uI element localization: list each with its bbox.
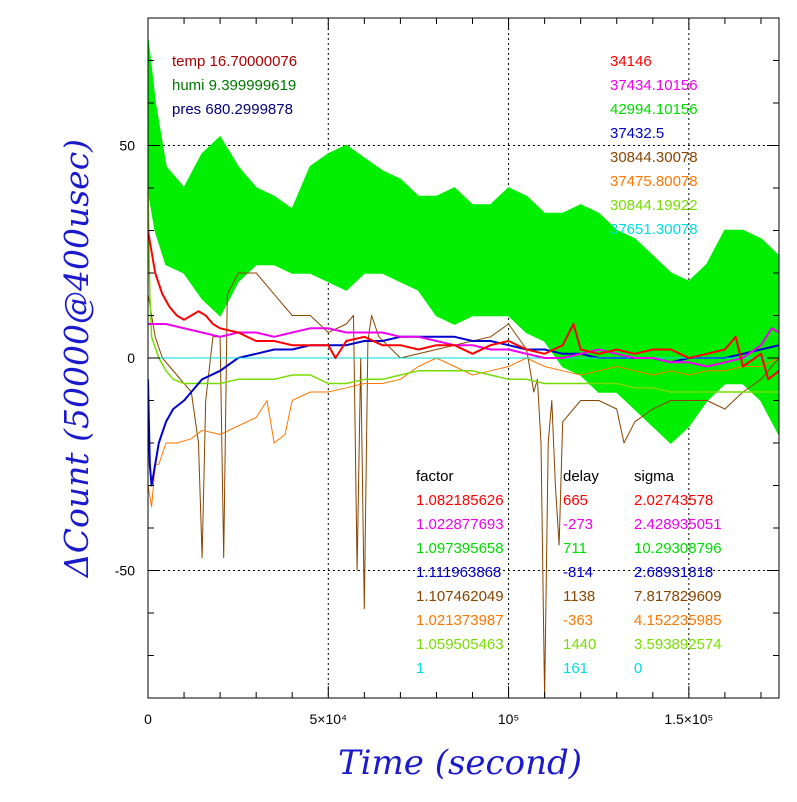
- table-cell-delay: 711: [563, 540, 587, 557]
- table-cell-factor: 1.021373987: [416, 612, 504, 629]
- series-group: [148, 39, 779, 698]
- y-tick-label: -50: [115, 563, 135, 579]
- table-cell-factor: 1.107462049: [416, 588, 504, 605]
- table-cell-sigma: 10.29308796: [634, 540, 722, 557]
- table-cell-delay: -814: [563, 564, 593, 581]
- table-cell-sigma: 2.02743578: [634, 492, 713, 509]
- right-value: 30844.30078: [610, 149, 698, 166]
- table-cell-factor: 1: [416, 660, 424, 677]
- right-value: 37434.10156: [610, 77, 698, 94]
- table-cell-factor: 1.097395658: [416, 540, 504, 557]
- x-tick-label: 0: [144, 711, 152, 727]
- tick-labels: 0 5×10⁴ 10⁵ 1.5×10⁵ -50 0 50: [115, 138, 714, 728]
- right-values-block: 34146 37434.10156 42994.10156 37432.5 30…: [610, 53, 698, 238]
- x-tick-label: 10⁵: [498, 711, 519, 727]
- env-label: humi 9.399999619: [172, 77, 296, 94]
- right-value: 37475.80078: [610, 173, 698, 190]
- right-value: 42994.10156: [610, 101, 698, 118]
- table-cell-delay: 1138: [563, 588, 595, 605]
- table-cell-delay: 665: [563, 492, 588, 509]
- axis-ticks: [147, 17, 779, 698]
- env-block: temp 16.70000076 humi 9.399999619 pres 6…: [172, 53, 297, 118]
- table-header-delay: delay: [563, 468, 599, 485]
- y-tick-label: 0: [127, 350, 135, 366]
- right-value: 37432.5: [610, 125, 664, 142]
- table-cell-sigma: 7.817829609: [634, 588, 722, 605]
- env-label: pres 680.2999878: [172, 101, 293, 118]
- env-label: temp 16.70000076: [172, 53, 297, 70]
- series-line: [148, 187, 779, 393]
- table-cell-delay: -273: [563, 516, 593, 533]
- table-cell-sigma: 4.152235985: [634, 612, 722, 629]
- table-header-sigma: sigma: [634, 468, 675, 485]
- table-header-factor: factor: [416, 468, 454, 485]
- table-cell-delay: 1440: [563, 636, 596, 653]
- table-cell-factor: 1.059505463: [416, 636, 504, 653]
- x-tick-label: 1.5×10⁵: [664, 711, 713, 727]
- table-cell-sigma: 2.428935051: [634, 516, 722, 533]
- right-value: 34146: [610, 53, 652, 70]
- x-tick-label: 5×10⁴: [310, 711, 348, 727]
- right-value: 30844.19922: [610, 197, 698, 214]
- table-cell-delay: 161: [563, 660, 588, 677]
- x-axis-label: Time (second): [338, 743, 582, 783]
- stats-table: factor delay sigma 1.082185626 665 2.027…: [416, 468, 722, 677]
- series-line: [148, 230, 779, 381]
- right-value: 37651.30078: [610, 221, 698, 238]
- table-cell-delay: -363: [563, 612, 593, 629]
- table-cell-factor: 1.082185626: [416, 492, 504, 509]
- series-line: [148, 323, 779, 368]
- table-cell-sigma: 2.68931818: [634, 564, 713, 581]
- table-cell-sigma: 3.593892574: [634, 636, 722, 653]
- table-cell-sigma: 0: [634, 660, 642, 677]
- table-cell-factor: 1.022877693: [416, 516, 504, 533]
- y-axis-label: ΔCount (50000@400usec): [57, 139, 96, 579]
- series-band: [148, 39, 779, 445]
- table-cell-factor: 1.111963868: [416, 564, 501, 581]
- y-tick-label: 50: [119, 138, 135, 154]
